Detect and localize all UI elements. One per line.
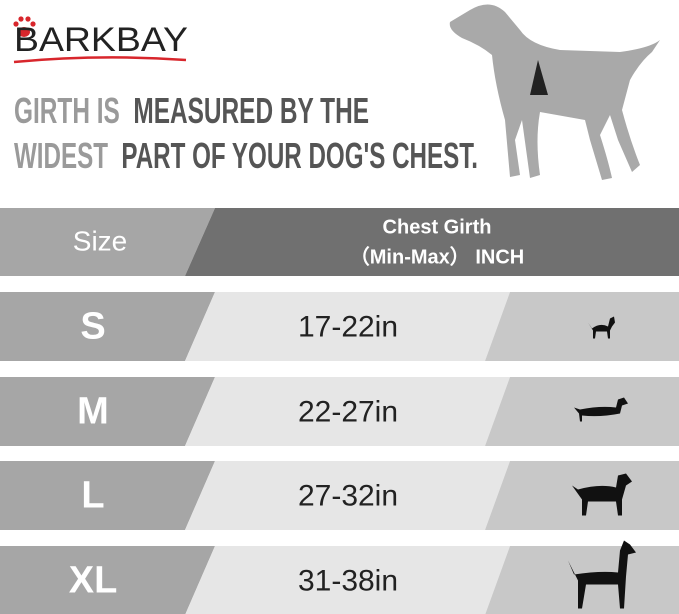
headline-light: WIDEST [14, 135, 108, 176]
size-label: S [80, 306, 105, 348]
headline-dark: PART OF YOUR DOG'S CHEST. [121, 135, 478, 176]
size-cell [0, 461, 215, 530]
girth-value: 17-22in [298, 310, 398, 343]
paw-icon [13, 16, 36, 37]
size-label: L [81, 475, 104, 517]
girth-value: 27-32in [298, 479, 398, 512]
brand: BARKBAY [14, 21, 188, 59]
girth-value: 31-38in [298, 564, 398, 597]
headline-dark: MEASURED BY THE [133, 90, 369, 131]
dog-icon [572, 473, 632, 516]
girth-cell [185, 292, 510, 361]
size-label: XL [69, 560, 118, 602]
header-size: Size [73, 225, 127, 256]
girth-cell [185, 377, 510, 446]
size-cell [0, 292, 215, 361]
girth-cell [185, 546, 510, 614]
table-header: Size Chest Girth （Min-Max） INCH [0, 208, 679, 276]
size-label: M [77, 391, 109, 433]
icon-cell [485, 292, 679, 361]
logo-underline [13, 56, 187, 64]
size-cell [0, 377, 215, 446]
header-girth-cell [185, 208, 679, 276]
girth-value: 22-27in [298, 395, 398, 428]
big-dog [449, 4, 660, 181]
logo: BARKBAY [13, 16, 188, 64]
headline-line: GIRTH IS MEASURED BY THE [14, 90, 369, 131]
table-body: S 17-22in M 22-27in L 27-32in XL 31-38in [0, 292, 679, 614]
dog-icon [574, 397, 628, 422]
header-girth: Chest Girth [383, 216, 492, 238]
size-cell [0, 546, 215, 614]
header-unit: （Min-Max） INCH [350, 245, 524, 268]
girth-cell [185, 461, 510, 530]
headline-line: WIDEST PART OF YOUR DOG'S CHEST. [14, 135, 478, 176]
headline-light: GIRTH IS [14, 90, 120, 131]
header-size-cell [0, 208, 215, 276]
dog-icon [568, 540, 636, 609]
dog-icon [588, 316, 615, 339]
